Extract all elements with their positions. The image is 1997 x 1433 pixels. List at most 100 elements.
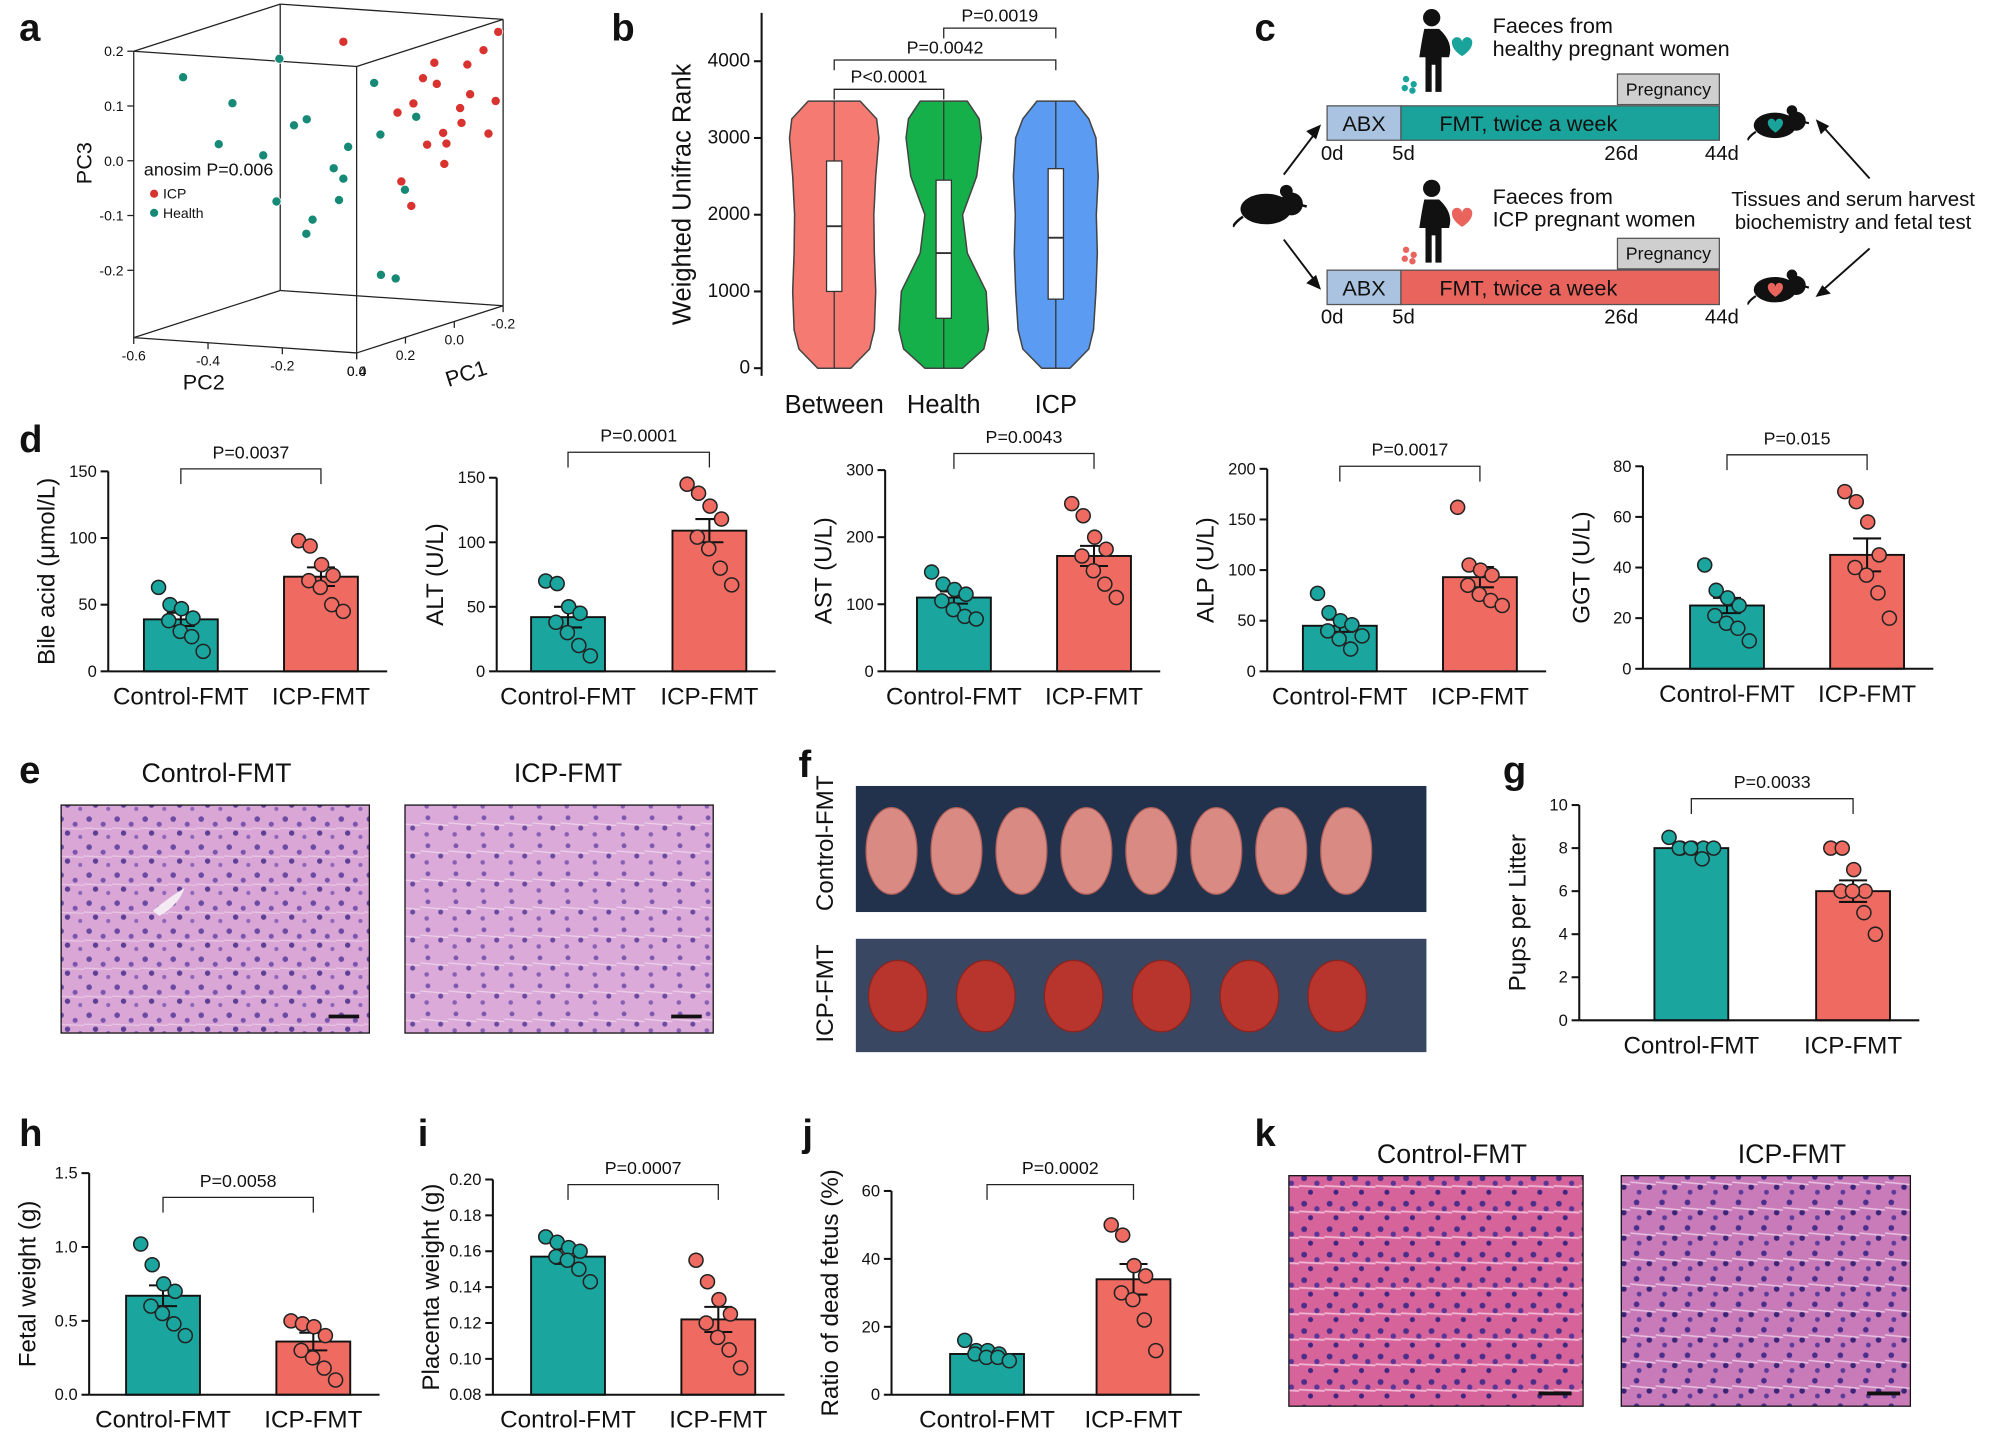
donor-icon: [1419, 179, 1451, 263]
box-edge: [280, 3, 504, 21]
donor-text: Faeces from: [1493, 184, 1613, 209]
data-point: [1319, 623, 1336, 639]
harvest-text: biochemistry and fetal test: [1735, 212, 1972, 234]
legend-label: Health: [163, 205, 203, 221]
row-label: ICP-FMT: [812, 944, 839, 1042]
point: [396, 176, 407, 187]
y-tick-label: 20: [1613, 609, 1631, 628]
data-point: [690, 485, 707, 502]
data-point: [1098, 541, 1114, 558]
panel-label: h: [19, 1112, 42, 1155]
pc2-tick-label: -0.2: [270, 358, 294, 374]
fmt-diagram: Faeces from healthy pregnant women Faece…: [1232, 9, 1975, 328]
y-axis-label: AST (U/L): [811, 517, 838, 624]
p-value: P=0.015: [1764, 428, 1831, 448]
y-tick-label: 3000: [708, 127, 750, 148]
data-point: [721, 1342, 737, 1358]
data-point: [702, 498, 718, 514]
data-point: [689, 529, 706, 545]
y-tick-label: 0.08: [449, 1385, 481, 1404]
faeces-dots: [1401, 75, 1417, 94]
y-tick-label: 0.14: [449, 1278, 481, 1297]
data-point: [956, 1332, 973, 1349]
p-value: P<0.0001: [851, 67, 928, 87]
data-point: [143, 1298, 159, 1314]
pup: [865, 806, 918, 895]
data-point: [1097, 576, 1113, 592]
data-point: [167, 1283, 183, 1300]
pc1-tick-label: -0.2: [491, 316, 515, 332]
significance-bracket: [1339, 465, 1481, 482]
pregnancy-box: [1616, 237, 1720, 270]
data-point: [1125, 1291, 1141, 1308]
p-value: P=0.0058: [200, 1171, 277, 1191]
point: [334, 195, 344, 206]
data-point: [302, 538, 318, 554]
y-tick-label: 2000: [708, 204, 750, 225]
data-point: [1086, 529, 1103, 545]
row-label: Control-FMT: [812, 775, 839, 911]
data-point: [713, 511, 730, 527]
point: [456, 117, 467, 128]
y-tick-label: 1000: [708, 281, 750, 302]
data-point: [1331, 631, 1347, 647]
y-tick-label: 40: [1613, 558, 1631, 577]
pc2-tick-label: -0.4: [196, 353, 220, 369]
histology-e: Control-FMT ICP-FMT: [60, 758, 714, 1034]
data-point: [548, 614, 564, 631]
pup: [1255, 806, 1308, 895]
point: [429, 57, 440, 68]
y-axis-label: Pups per Litter: [1505, 834, 1532, 991]
significance-bracket: [1690, 798, 1854, 814]
data-point: [1731, 597, 1747, 614]
annotation: anosim P=0.006: [144, 160, 273, 180]
data-point: [1063, 495, 1080, 512]
data-point: [1484, 567, 1500, 583]
box-edge: [133, 3, 281, 52]
heart: [1451, 207, 1473, 227]
pup: [995, 806, 1048, 895]
y-tick-label: 200: [1228, 459, 1256, 478]
data-point: [1449, 499, 1466, 516]
y-tick-label: 300: [846, 461, 874, 480]
significance-bracket: [833, 59, 1057, 71]
data-point: [306, 1319, 322, 1335]
data-point: [571, 637, 587, 654]
data-point: [1148, 1342, 1164, 1359]
pc2-tick-label: 0.0: [347, 363, 367, 379]
x-tick-label: ICP-FMT: [1804, 1032, 1902, 1059]
donor-text: ICP pregnant women: [1493, 207, 1696, 232]
data-point: [1834, 840, 1851, 856]
data-point: [688, 1252, 704, 1268]
significance-bracket: [162, 1196, 314, 1213]
y-tick-label: 100: [846, 595, 874, 614]
point: [369, 77, 380, 88]
legend-swatch: [150, 189, 159, 198]
pc1-tick-label: 0.4: [347, 363, 367, 379]
heart: [1451, 37, 1473, 57]
data-point: [316, 1360, 332, 1376]
day-label: 26d: [1604, 306, 1638, 328]
y-axis-label: Bile acid (μmol/L): [34, 478, 61, 665]
significance-bracket: [833, 88, 945, 100]
fmt-box: [1400, 105, 1720, 141]
data-point: [1136, 1312, 1153, 1328]
data-point: [1342, 641, 1359, 657]
histology-image: [404, 804, 714, 1034]
pc2-tick-label: -0.6: [122, 347, 146, 363]
data-point: [183, 628, 200, 645]
data-point: [723, 577, 740, 593]
x-tick-label: ICP-FMT: [669, 1407, 767, 1428]
box-edge: [280, 289, 504, 307]
panel-label: k: [1254, 1112, 1276, 1155]
y-tick-label: 0: [871, 1385, 880, 1404]
data-point: [1837, 483, 1853, 500]
x-tick-label: Control-FMT: [500, 1407, 636, 1428]
significance-bracket: [567, 1183, 719, 1200]
panel-label: i: [418, 1112, 429, 1155]
fmt-label: FMT, twice a week: [1439, 275, 1617, 300]
data-point: [572, 605, 588, 622]
panel-label: d: [19, 418, 42, 461]
point: [465, 89, 476, 100]
y-axis-label: Weighted Unifrac Rank: [669, 63, 697, 325]
